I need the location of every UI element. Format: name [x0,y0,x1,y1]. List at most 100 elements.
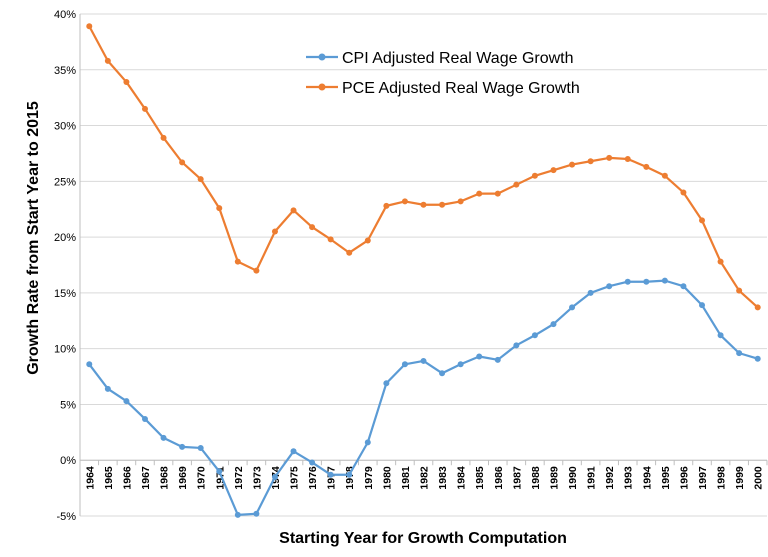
x-tick-label: 1999 [734,466,746,490]
x-tick-label: 1986 [493,466,505,490]
data-point [457,198,464,205]
x-tick-label: 1968 [159,466,171,490]
x-tick-label: 1970 [196,466,208,490]
x-tick-label: 1995 [660,466,672,490]
data-point [513,181,520,188]
data-point [439,370,446,377]
data-point [457,361,464,368]
data-point [309,459,316,466]
data-point [717,258,724,265]
x-tick-label: 1975 [289,466,301,490]
axes [79,14,768,516]
data-point [494,356,501,363]
x-tick-label: 1977 [326,466,338,490]
x-tick-label: 1985 [474,466,486,490]
series-pce [86,23,761,311]
data-point [290,448,297,455]
x-tick-label: 1966 [121,466,133,490]
data-point [346,249,353,256]
data-point [141,105,148,112]
data-point [494,190,501,197]
data-point [476,353,483,360]
data-point [736,287,743,294]
y-tick-label: 15% [54,288,76,300]
data-point [680,283,687,290]
data-point [699,302,706,309]
data-point [253,267,260,274]
x-tick-label: 1992 [604,466,616,490]
legend-marker-dot [318,53,326,61]
data-point [86,361,93,368]
data-point [160,134,167,141]
data-point [643,278,650,285]
data-point [661,277,668,284]
x-tick-label: 1965 [103,466,115,490]
x-tick-label: 1994 [641,466,653,490]
x-tick-label: 1972 [233,466,245,490]
data-point [476,190,483,197]
data-point [123,79,130,86]
x-tick-label: 1996 [678,466,690,490]
data-point [309,224,316,231]
y-tick-label: 30% [54,121,76,133]
series-group [86,23,761,518]
data-point [141,415,148,422]
y-tick-label: 10% [54,344,76,356]
data-point [160,434,167,441]
data-point [86,23,93,30]
x-tick-label: 1969 [177,466,189,490]
data-point [327,236,334,243]
x-tick-label: 1984 [456,466,468,490]
data-point [401,198,408,205]
y-tick-label: 5% [60,399,76,411]
data-point [123,398,130,405]
data-point [346,471,353,478]
x-tick-label: 1973 [251,466,263,490]
data-point [420,357,427,364]
y-tick-label: 35% [54,65,76,77]
data-point [587,158,594,165]
data-point [253,510,260,517]
y-axis-title: Growth Rate from Start Year to 2015 [25,101,42,375]
data-point [736,350,743,357]
legend-label-pce: PCE Adjusted Real Wage Growth [342,80,580,97]
x-tick-label: 1990 [567,466,579,490]
data-point [754,304,761,311]
data-point [234,511,241,518]
data-point [680,189,687,196]
data-point [420,201,427,208]
y-tick-label: 20% [54,232,76,244]
data-point [290,207,297,214]
data-point [624,278,631,285]
data-point [216,468,223,475]
x-tick-label: 1978 [344,466,356,490]
data-point [271,473,278,480]
x-tick-labels: 1964 1965 1966 1967 1968 1969 1970 1971 1972 1973… [84,466,764,490]
data-point [550,321,557,328]
y-tick-label: 40% [54,9,76,21]
x-tick-label: 1964 [84,466,96,490]
legend: CPI Adjusted Real Wage Growth PCE Adjust… [306,50,580,97]
data-point [179,443,186,450]
series-cpi [86,277,761,518]
data-point [439,201,446,208]
data-point [606,154,613,161]
x-tick-label: 1988 [530,466,542,490]
data-point [643,163,650,170]
x-tick-label: 1979 [363,466,375,490]
y-tick-label: -5% [56,511,76,523]
y-tick-label: 0% [60,455,76,467]
data-point [197,176,204,183]
x-tick-label: 2000 [753,466,765,490]
data-point [383,380,390,387]
data-point [624,156,631,163]
data-point [569,161,576,168]
legend-label-cpi: CPI Adjusted Real Wage Growth [342,50,574,67]
x-axis-title: Starting Year for Growth Computation [279,530,567,547]
x-tick-label: 1967 [140,466,152,490]
data-point [569,304,576,311]
data-point [383,202,390,209]
